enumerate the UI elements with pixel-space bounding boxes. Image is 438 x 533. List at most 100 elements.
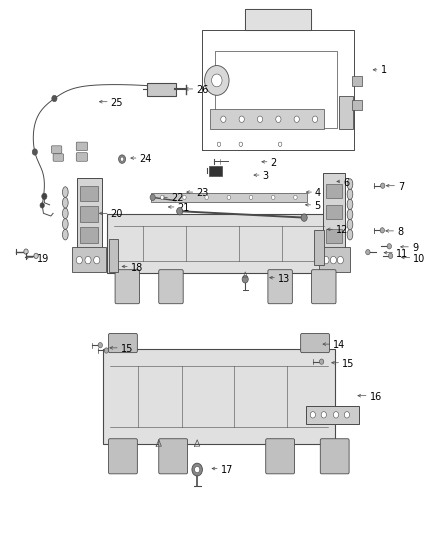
FancyBboxPatch shape	[319, 247, 350, 272]
Circle shape	[192, 463, 202, 476]
Circle shape	[380, 228, 385, 233]
Circle shape	[161, 84, 166, 90]
Text: 3: 3	[263, 171, 269, 181]
FancyBboxPatch shape	[53, 154, 64, 161]
Circle shape	[183, 195, 186, 199]
Circle shape	[276, 116, 281, 123]
Circle shape	[212, 74, 222, 87]
Circle shape	[258, 116, 263, 123]
FancyBboxPatch shape	[76, 142, 88, 151]
Text: 14: 14	[333, 340, 346, 350]
Circle shape	[337, 256, 343, 264]
Ellipse shape	[347, 219, 353, 230]
FancyBboxPatch shape	[51, 146, 62, 154]
Circle shape	[40, 203, 44, 208]
FancyBboxPatch shape	[115, 270, 140, 304]
Ellipse shape	[63, 219, 68, 229]
Text: 16: 16	[370, 392, 382, 402]
FancyBboxPatch shape	[109, 239, 118, 272]
Circle shape	[217, 142, 221, 147]
Circle shape	[104, 348, 109, 353]
FancyBboxPatch shape	[326, 183, 342, 198]
FancyBboxPatch shape	[300, 334, 329, 353]
Circle shape	[323, 256, 329, 264]
FancyBboxPatch shape	[80, 227, 98, 243]
FancyBboxPatch shape	[210, 109, 324, 129]
Circle shape	[294, 116, 299, 123]
Circle shape	[381, 183, 385, 188]
Circle shape	[94, 256, 100, 264]
Circle shape	[389, 253, 393, 259]
Circle shape	[272, 195, 275, 199]
FancyBboxPatch shape	[147, 83, 176, 96]
Circle shape	[239, 142, 243, 147]
Circle shape	[98, 343, 102, 348]
Text: 10: 10	[413, 254, 426, 263]
FancyBboxPatch shape	[72, 247, 106, 272]
Circle shape	[301, 214, 307, 221]
Circle shape	[249, 195, 253, 199]
FancyBboxPatch shape	[208, 166, 222, 175]
FancyBboxPatch shape	[107, 214, 331, 273]
Circle shape	[221, 116, 226, 123]
Text: 7: 7	[398, 182, 404, 192]
Text: 19: 19	[36, 254, 49, 263]
Circle shape	[194, 466, 200, 473]
Circle shape	[293, 195, 297, 199]
Text: 8: 8	[397, 227, 403, 237]
Circle shape	[239, 142, 243, 147]
FancyBboxPatch shape	[151, 192, 307, 202]
Text: 18: 18	[131, 263, 143, 272]
Circle shape	[239, 116, 244, 123]
Circle shape	[160, 195, 164, 199]
Circle shape	[330, 256, 336, 264]
Circle shape	[85, 256, 91, 264]
Circle shape	[150, 194, 155, 200]
Text: 22: 22	[171, 193, 184, 204]
Circle shape	[387, 244, 392, 249]
Ellipse shape	[347, 229, 353, 240]
Polygon shape	[245, 9, 311, 30]
FancyBboxPatch shape	[77, 178, 102, 251]
Circle shape	[310, 411, 315, 418]
Text: 13: 13	[278, 274, 290, 284]
Circle shape	[344, 411, 350, 418]
Text: 26: 26	[196, 85, 208, 95]
Circle shape	[312, 116, 318, 123]
FancyBboxPatch shape	[311, 270, 336, 304]
Text: 2: 2	[271, 158, 277, 168]
Text: 4: 4	[315, 188, 321, 198]
FancyBboxPatch shape	[326, 229, 342, 243]
Text: 20: 20	[111, 209, 123, 220]
Circle shape	[52, 95, 57, 102]
Text: 15: 15	[342, 359, 354, 369]
Circle shape	[279, 142, 282, 147]
Text: 9: 9	[412, 243, 418, 253]
Text: 5: 5	[314, 201, 321, 211]
FancyBboxPatch shape	[266, 439, 294, 474]
Ellipse shape	[63, 229, 68, 240]
Circle shape	[32, 149, 38, 155]
Text: 23: 23	[196, 188, 208, 198]
FancyBboxPatch shape	[159, 270, 183, 304]
Text: 24: 24	[140, 154, 152, 164]
FancyBboxPatch shape	[109, 439, 138, 474]
Text: 15: 15	[121, 344, 133, 354]
Ellipse shape	[347, 179, 353, 189]
Circle shape	[177, 207, 183, 215]
FancyBboxPatch shape	[159, 439, 187, 474]
FancyBboxPatch shape	[314, 230, 324, 265]
Ellipse shape	[63, 208, 68, 219]
FancyBboxPatch shape	[80, 186, 98, 200]
Circle shape	[76, 256, 82, 264]
Circle shape	[333, 411, 339, 418]
Circle shape	[34, 253, 38, 259]
Circle shape	[120, 157, 124, 161]
Circle shape	[227, 195, 230, 199]
Circle shape	[205, 66, 229, 95]
FancyBboxPatch shape	[103, 350, 335, 443]
FancyBboxPatch shape	[352, 76, 362, 86]
FancyBboxPatch shape	[320, 439, 349, 474]
FancyBboxPatch shape	[339, 96, 353, 129]
Circle shape	[42, 193, 47, 199]
